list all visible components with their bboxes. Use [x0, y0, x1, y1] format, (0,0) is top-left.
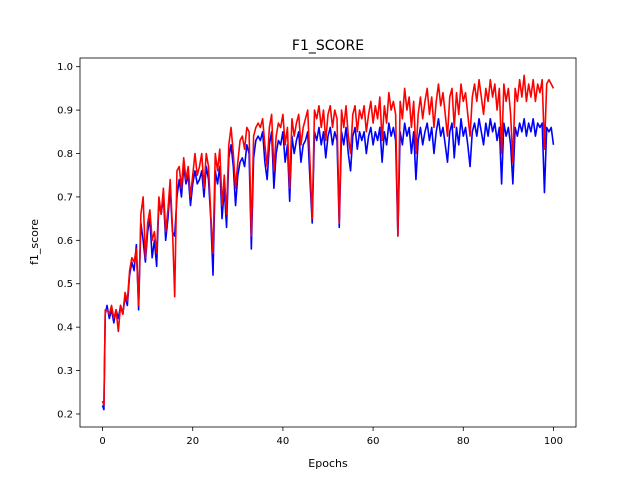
x-tick-label: 20: [186, 436, 199, 447]
y-tick-label: 1.0: [57, 62, 73, 73]
x-tick-label: 60: [367, 436, 380, 447]
y-tick-label: 0.7: [57, 192, 73, 203]
y-tick-label: 0.8: [57, 149, 73, 160]
y-tick-label: 0.2: [57, 409, 73, 420]
y-tick-label: 0.9: [57, 106, 73, 117]
plot-frame: [79, 57, 577, 428]
y-axis-label: f1_score: [28, 219, 41, 265]
y-tick-label: 0.3: [57, 366, 73, 377]
x-tick-label: 40: [277, 436, 290, 447]
x-tick-label: 100: [544, 436, 563, 447]
axis-ticks: 0 20 40 60 80 100 0.2 0.3 0.4 0.5 0.6 0.7 0.8 0.9 1.0: [57, 62, 563, 447]
x-tick-label: 0: [99, 436, 105, 447]
y-tick-label: 0.6: [57, 236, 73, 247]
x-axis-label: Epochs: [308, 457, 348, 470]
y-tick-label: 0.4: [57, 323, 73, 334]
x-tick-label: 80: [457, 436, 470, 447]
y-tick-label: 0.5: [57, 279, 73, 290]
chart-title: F1_SCORE: [292, 38, 364, 54]
series-line-2: [101, 74, 555, 407]
